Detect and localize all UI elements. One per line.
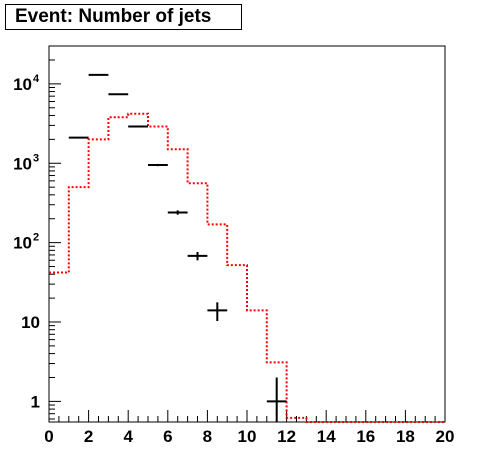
data-point <box>128 125 148 128</box>
data-point <box>148 163 168 167</box>
mc-step-line <box>49 112 445 423</box>
x-tick-label: 8 <box>203 427 212 446</box>
y-tick-exponent: 3 <box>33 152 39 164</box>
y-tick-label: 1 <box>31 392 40 411</box>
data-point <box>167 210 188 215</box>
x-tick-label: 0 <box>44 427 53 446</box>
chart-title: Event: Number of jets <box>5 4 242 30</box>
x-tick-label: 10 <box>238 427 257 446</box>
data-point <box>187 252 208 261</box>
data-point <box>108 93 129 96</box>
data-point <box>207 302 228 321</box>
y-tick-label: 10 <box>13 154 32 173</box>
x-tick-label: 14 <box>317 427 336 446</box>
data-point <box>88 73 109 76</box>
y-tick-label: 10 <box>21 313 40 332</box>
plot-frame <box>48 45 446 423</box>
x-tick-label: 18 <box>396 427 415 446</box>
data-point <box>68 136 89 139</box>
y-tick-exponent: 2 <box>33 232 39 244</box>
x-tick-label: 4 <box>123 427 133 446</box>
y-tick-exponent: 4 <box>33 73 40 85</box>
series-layer <box>49 73 445 423</box>
x-tick-label: 6 <box>163 427 172 446</box>
data-point <box>266 377 287 422</box>
y-tick-label: 10 <box>13 75 32 94</box>
x-tick-label: 20 <box>436 427 455 446</box>
x-tick-label: 12 <box>277 427 296 446</box>
y-tick-label: 10 <box>13 234 32 253</box>
x-tick-label: 16 <box>356 427 375 446</box>
x-axis: 0 2 4 6 8 10 12 14 16 18 20 <box>44 410 454 446</box>
x-tick-label: 2 <box>84 427 93 446</box>
